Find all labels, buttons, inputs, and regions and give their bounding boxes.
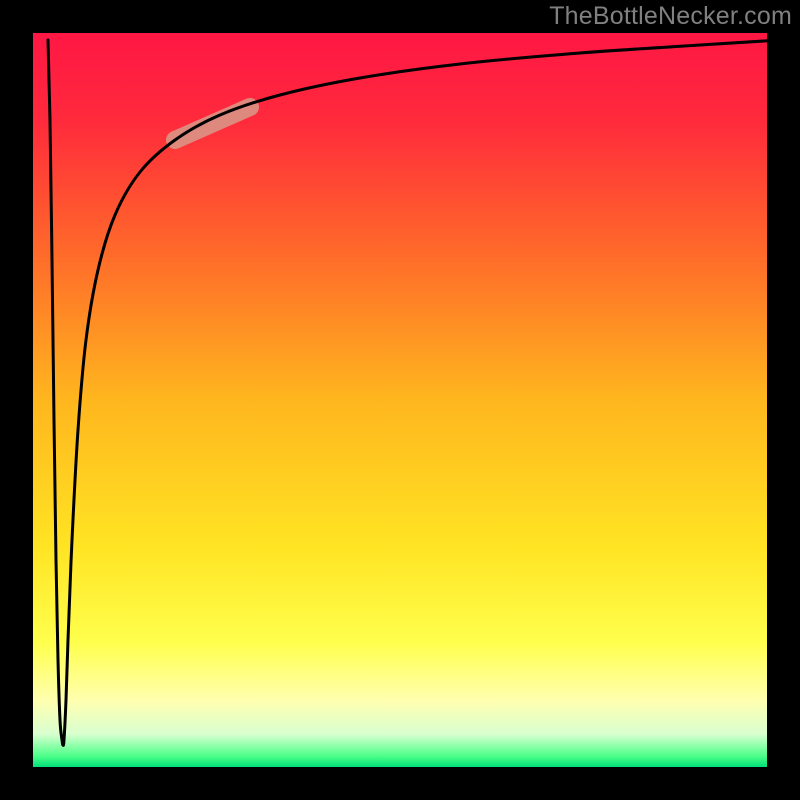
watermark-text: TheBottleNecker.com bbox=[549, 2, 792, 31]
chart-stage: TheBottleNecker.com bbox=[0, 0, 800, 800]
plot-frame bbox=[0, 0, 800, 800]
